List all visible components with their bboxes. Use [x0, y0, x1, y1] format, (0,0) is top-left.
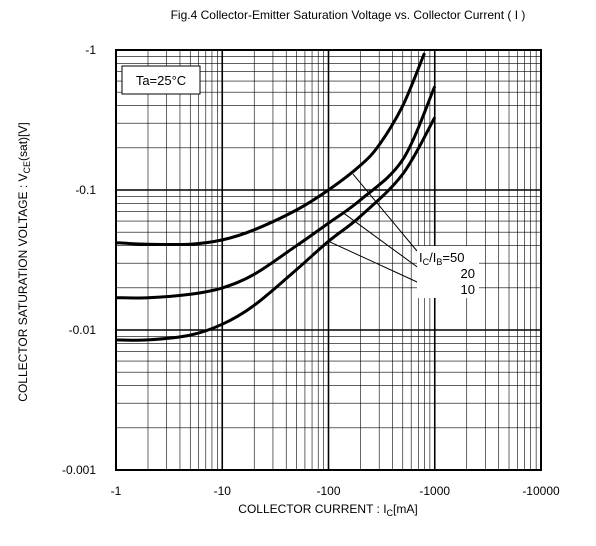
y-tick-label: -0.01: [69, 323, 97, 337]
legend-mask: [417, 246, 479, 298]
leader-lines: [328, 173, 429, 288]
plot-frame: [115, 49, 542, 471]
legend-header: IC/IB=50: [419, 250, 464, 267]
legend-label-20: 20: [461, 266, 475, 281]
x-tick-label: -100: [316, 484, 340, 498]
y-tick-label: -0.1: [75, 183, 96, 197]
series-line-10: [116, 116, 437, 342]
x-tick-label: -1: [111, 484, 122, 498]
condition-box: [121, 65, 201, 95]
leader-line-20: [343, 213, 421, 270]
series-line-20: [116, 85, 437, 300]
chart-title: Fig.4 Collector-Emitter Saturation Volta…: [171, 8, 526, 22]
tick-labels: -1 -10 -100 -1000 -10000 -0.001 -0.01 -0.1 -1: [62, 43, 560, 498]
x-tick-label: -1000: [419, 484, 450, 498]
y-tick-label: -1: [85, 43, 96, 57]
series-line-50: [116, 52, 426, 247]
leader-line-50: [352, 173, 418, 252]
x-tick-label: -10000: [522, 484, 560, 498]
legend-label-10: 10: [461, 282, 475, 297]
y-axis-label: COLLECTOR SATURATION VOLTAGE : VCE(sat)[…: [16, 122, 32, 401]
leader-line-10: [328, 240, 429, 288]
series-curves: [116, 52, 437, 342]
x-tick-label: -10: [214, 484, 232, 498]
y-tick-label: -0.001: [62, 463, 96, 477]
condition-label: Ta=25°C: [136, 73, 186, 88]
x-axis-label: COLLECTOR CURRENT : IC[mA]: [238, 502, 417, 518]
